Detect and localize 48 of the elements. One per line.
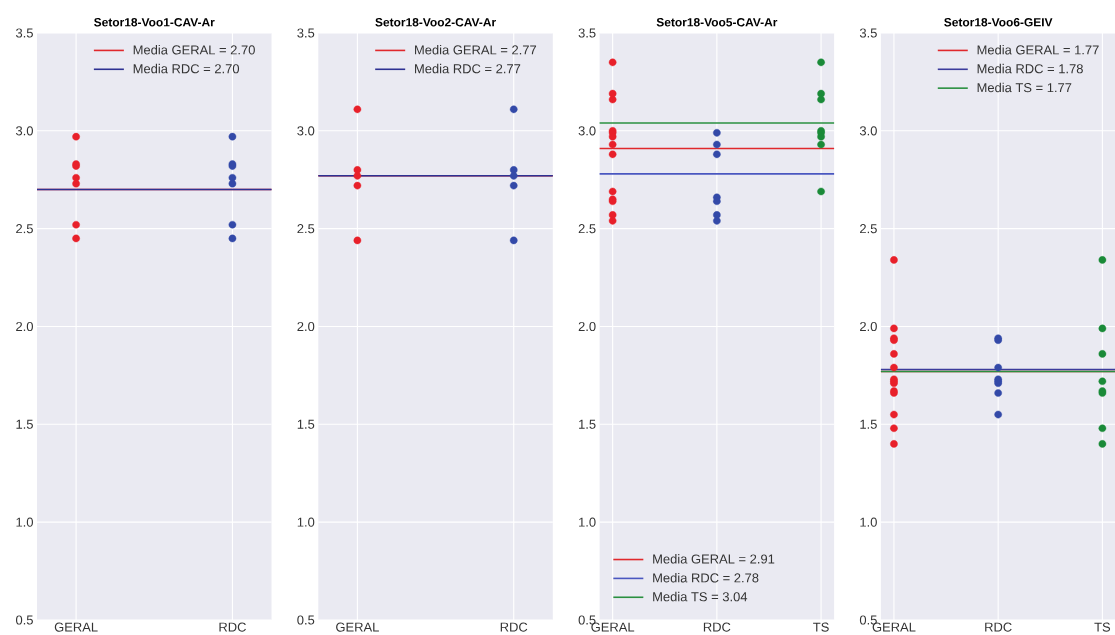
y-tick-label: 2.0 bbox=[297, 321, 315, 332]
legend-label: Media RDC = 2.70 bbox=[133, 63, 240, 74]
y-tick-label: 2.5 bbox=[578, 224, 596, 234]
y-tick-label: 3.5 bbox=[859, 28, 877, 38]
y-tick-label: 2.0 bbox=[578, 321, 596, 332]
chart-title: Setor18-Voo1-CAV-Ar bbox=[94, 18, 215, 27]
legend-label: Media GERAL = 1.77 bbox=[977, 44, 1099, 55]
x-tick-label: RDC bbox=[500, 622, 528, 632]
y-tick-label: 2.5 bbox=[860, 224, 877, 234]
x-tick-label: RDC bbox=[985, 622, 1012, 632]
y-tick-label: 2.0 bbox=[16, 321, 33, 332]
legend-label: Media GERAL = 2.91 bbox=[653, 554, 775, 564]
y-tick-label: 3.5 bbox=[578, 28, 596, 38]
y-tick-label: 1.0 bbox=[16, 517, 33, 527]
y-tick-label: 2.0 bbox=[860, 321, 877, 332]
legend-label: Media GERAL = 2.70 bbox=[133, 44, 255, 55]
y-tick-label: 3.0 bbox=[297, 126, 315, 136]
x-tick-label: TS bbox=[813, 622, 829, 632]
y-tick-label: 1.5 bbox=[860, 419, 877, 429]
y-tick-label: 0.5 bbox=[297, 615, 315, 625]
y-tick-label: 1.0 bbox=[860, 517, 877, 527]
y-tick-label: 1.5 bbox=[579, 419, 596, 429]
legend-label: Media TS = 1.77 bbox=[977, 82, 1072, 93]
y-tick-label: 3.5 bbox=[297, 28, 315, 38]
legend-label: Media TS = 3.04 bbox=[653, 591, 748, 602]
y-tick-label: 2.5 bbox=[16, 224, 33, 234]
x-tick-label: TS bbox=[1094, 622, 1111, 632]
legend-label: Media RDC = 1.78 bbox=[977, 63, 1083, 74]
y-tick-label: 1.0 bbox=[579, 517, 596, 527]
y-tick-label: 2.5 bbox=[297, 224, 315, 234]
y-tick-label: 1.0 bbox=[297, 517, 315, 527]
chart-title: Setor18-Voo2-CAV-Ar bbox=[375, 18, 496, 27]
y-tick-label: 3.0 bbox=[578, 126, 596, 136]
y-tick-label: 1.5 bbox=[16, 419, 33, 429]
x-tick-label: RDC bbox=[219, 622, 246, 632]
y-tick-label: 3.0 bbox=[15, 126, 33, 136]
chart-title: Setor18-Voo5-CAV-Ar bbox=[656, 18, 778, 27]
x-tick-label: GERAL bbox=[54, 622, 98, 632]
y-tick-label: 0.5 bbox=[15, 615, 33, 625]
x-tick-label: GERAL bbox=[336, 622, 379, 632]
y-tick-label: 1.5 bbox=[297, 419, 315, 429]
legend-label: Media RDC = 2.77 bbox=[415, 63, 521, 74]
y-tick-label: 3.0 bbox=[859, 126, 877, 136]
legend-label: Media RDC = 2.78 bbox=[653, 572, 759, 583]
y-tick-label: 3.5 bbox=[15, 28, 33, 38]
x-tick-label: RDC bbox=[703, 622, 731, 632]
chart-title: Setor18-Voo6-GEIV bbox=[944, 18, 1053, 27]
legend-label: Media GERAL = 2.77 bbox=[415, 44, 537, 55]
